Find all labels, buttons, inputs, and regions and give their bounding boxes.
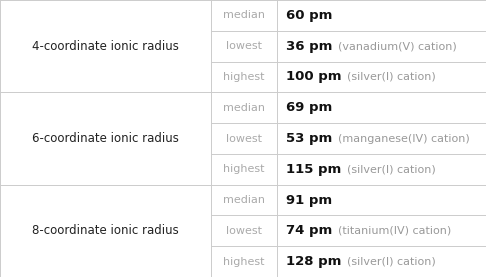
Text: (silver(I) cation): (silver(I) cation)	[347, 257, 436, 266]
Text: 115 pm: 115 pm	[286, 163, 341, 176]
Text: 6-coordinate ionic radius: 6-coordinate ionic radius	[32, 132, 179, 145]
Text: 36 pm: 36 pm	[286, 40, 332, 53]
Text: highest: highest	[224, 257, 265, 266]
Text: highest: highest	[224, 164, 265, 174]
Text: lowest: lowest	[226, 134, 262, 143]
Text: highest: highest	[224, 72, 265, 82]
Text: lowest: lowest	[226, 41, 262, 51]
Text: (manganese(IV) cation): (manganese(IV) cation)	[338, 134, 469, 143]
Text: median: median	[223, 103, 265, 113]
Text: 128 pm: 128 pm	[286, 255, 341, 268]
Text: 53 pm: 53 pm	[286, 132, 332, 145]
Text: median: median	[223, 195, 265, 205]
Text: 4-coordinate ionic radius: 4-coordinate ionic radius	[32, 40, 179, 53]
Text: (silver(I) cation): (silver(I) cation)	[347, 164, 435, 174]
Text: 60 pm: 60 pm	[286, 9, 332, 22]
Text: 100 pm: 100 pm	[286, 70, 341, 83]
Text: median: median	[223, 11, 265, 20]
Text: 69 pm: 69 pm	[286, 101, 332, 114]
Text: (titanium(IV) cation): (titanium(IV) cation)	[338, 226, 451, 236]
Text: (vanadium(V) cation): (vanadium(V) cation)	[338, 41, 457, 51]
Text: 91 pm: 91 pm	[286, 194, 332, 207]
Text: 74 pm: 74 pm	[286, 224, 332, 237]
Text: 8-coordinate ionic radius: 8-coordinate ionic radius	[33, 224, 179, 237]
Text: lowest: lowest	[226, 226, 262, 236]
Text: (silver(I) cation): (silver(I) cation)	[347, 72, 436, 82]
